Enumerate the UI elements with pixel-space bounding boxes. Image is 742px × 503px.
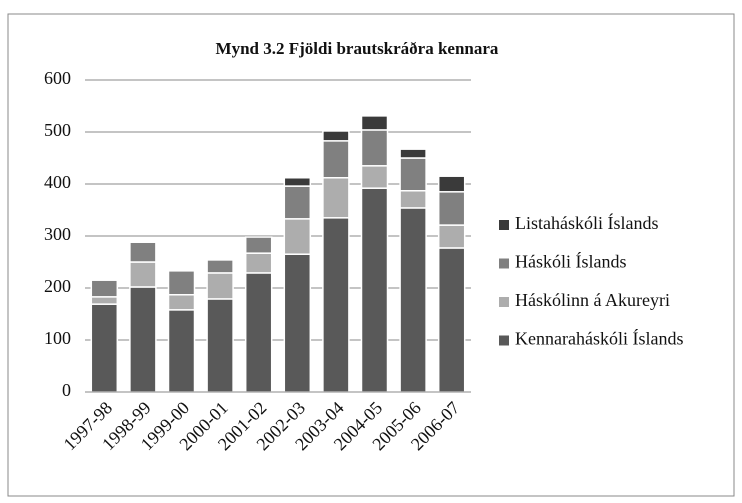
bar-segment bbox=[90, 303, 119, 393]
bar-segment bbox=[322, 217, 350, 393]
bar-segment bbox=[437, 175, 466, 193]
bar-segment bbox=[283, 177, 312, 187]
bar-segment bbox=[322, 140, 350, 179]
bar-segment bbox=[283, 185, 312, 220]
bar-segment bbox=[129, 241, 157, 263]
bar-segment bbox=[360, 187, 389, 393]
bar-segment bbox=[206, 272, 234, 300]
chart-title: Mynd 3.2 Fjöldi brautskráðra kennara bbox=[216, 39, 499, 58]
bar-segment bbox=[437, 247, 466, 393]
bar-segment bbox=[399, 157, 427, 192]
bar-segment bbox=[399, 148, 427, 159]
bar-segment bbox=[167, 309, 196, 393]
bar-segment bbox=[360, 115, 389, 131]
bar-segment bbox=[244, 236, 273, 254]
y-tick-label: 300 bbox=[44, 224, 71, 244]
bar-segment bbox=[360, 165, 389, 189]
legend-swatch bbox=[499, 297, 509, 307]
bar-segment bbox=[90, 279, 119, 298]
y-tick-label: 0 bbox=[62, 380, 71, 400]
bar-segment bbox=[437, 224, 466, 249]
legend-label: Kennaraháskóli Íslands bbox=[515, 328, 683, 349]
y-tick-label: 200 bbox=[44, 276, 71, 296]
legend-label: Háskólinn á Akureyri bbox=[515, 290, 670, 310]
y-tick-label: 400 bbox=[44, 172, 71, 192]
legend-label: Háskóli Íslands bbox=[515, 251, 627, 272]
legend-label: Listaháskóli Íslands bbox=[515, 212, 658, 233]
bar-segment bbox=[129, 261, 157, 288]
y-tick-label: 500 bbox=[44, 120, 71, 140]
bar-segment bbox=[437, 191, 466, 226]
bar-segment bbox=[90, 296, 119, 305]
bar-segment bbox=[399, 190, 427, 209]
y-tick-label: 600 bbox=[44, 68, 71, 88]
legend-swatch bbox=[499, 220, 509, 230]
bar-segment bbox=[283, 253, 312, 393]
bar-segment bbox=[206, 259, 234, 274]
bar-segment bbox=[360, 129, 389, 167]
bar-segment bbox=[244, 252, 273, 274]
bar-segment bbox=[244, 272, 273, 393]
legend-swatch bbox=[499, 258, 509, 269]
bar-segment bbox=[129, 286, 157, 393]
bar-segment bbox=[283, 218, 312, 255]
bar-segment bbox=[206, 298, 234, 393]
bar-segment bbox=[167, 270, 196, 296]
legend-swatch bbox=[499, 335, 509, 346]
bar-segment bbox=[322, 130, 350, 142]
bar-segment bbox=[399, 207, 427, 393]
bar-segment bbox=[322, 177, 350, 219]
y-tick-label: 100 bbox=[44, 328, 71, 348]
bar-segment bbox=[167, 294, 196, 311]
